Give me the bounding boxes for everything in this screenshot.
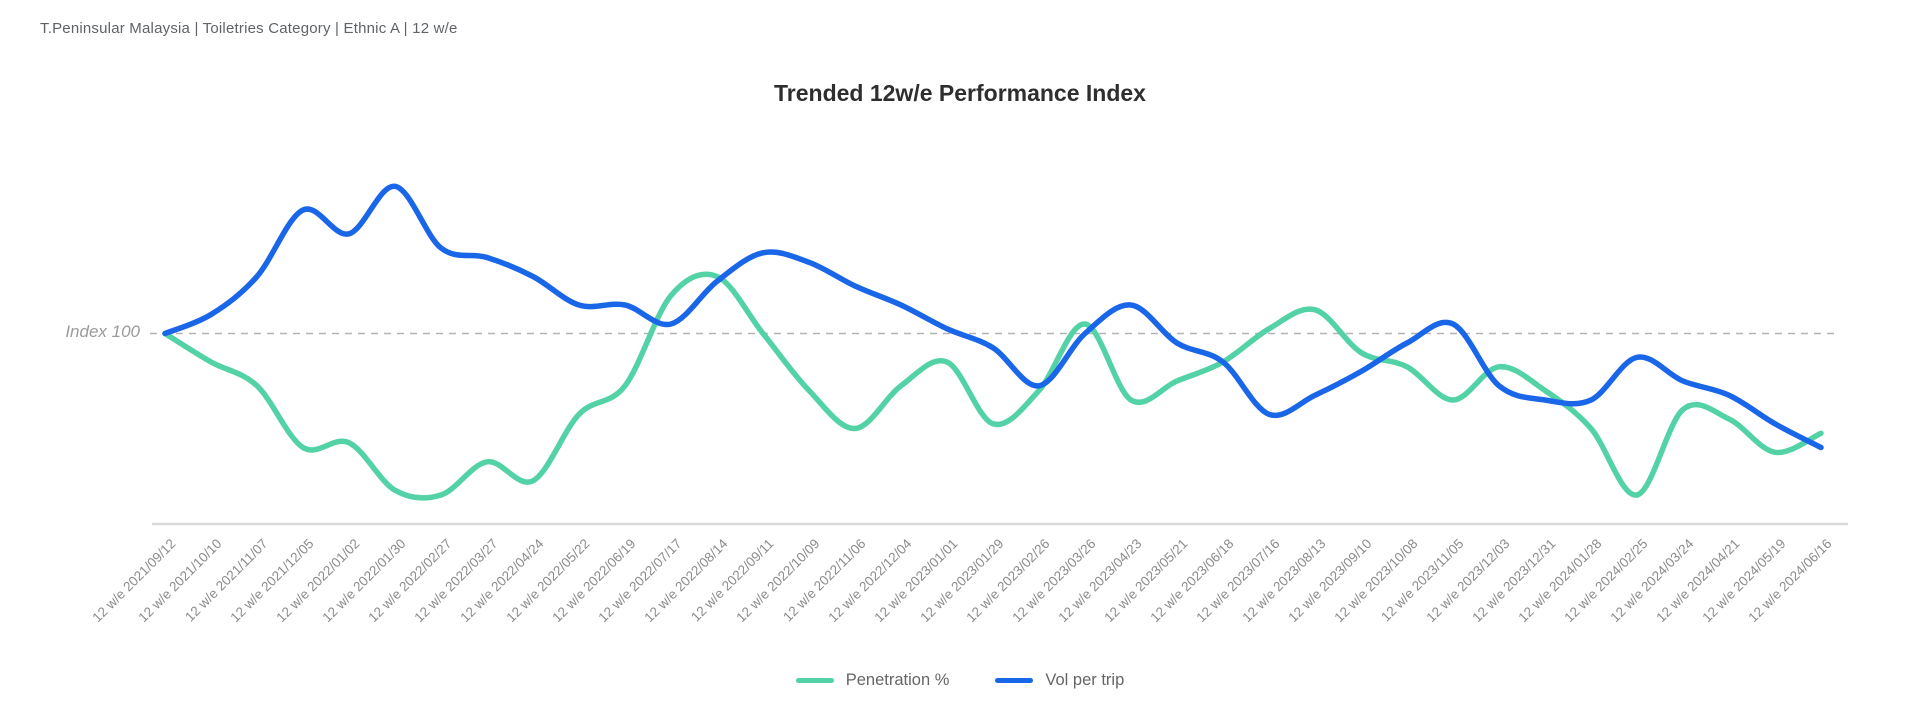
chart-title: Trended 12w/e Performance Index xyxy=(774,80,1146,106)
reference-line-label: Index 100 xyxy=(65,322,140,341)
penetration-line xyxy=(162,271,1824,501)
legend-label-vol-per-trip: Vol per trip xyxy=(1045,671,1125,689)
vol-per-trip-line xyxy=(162,183,1824,451)
legend-item-penetration[interactable]: Penetration % xyxy=(795,671,950,690)
legend-item-vol-per-trip[interactable]: Vol per trip xyxy=(995,671,1124,690)
chart-legend: Penetration % Vol per trip xyxy=(0,671,1920,690)
breadcrumb: T.Peninsular Malaysia | Toiletries Categ… xyxy=(40,20,458,37)
vol-per-trip-line-swatch xyxy=(995,678,1034,683)
legend-label-penetration: Penetration % xyxy=(845,671,950,689)
penetration-line-swatch xyxy=(795,678,834,683)
